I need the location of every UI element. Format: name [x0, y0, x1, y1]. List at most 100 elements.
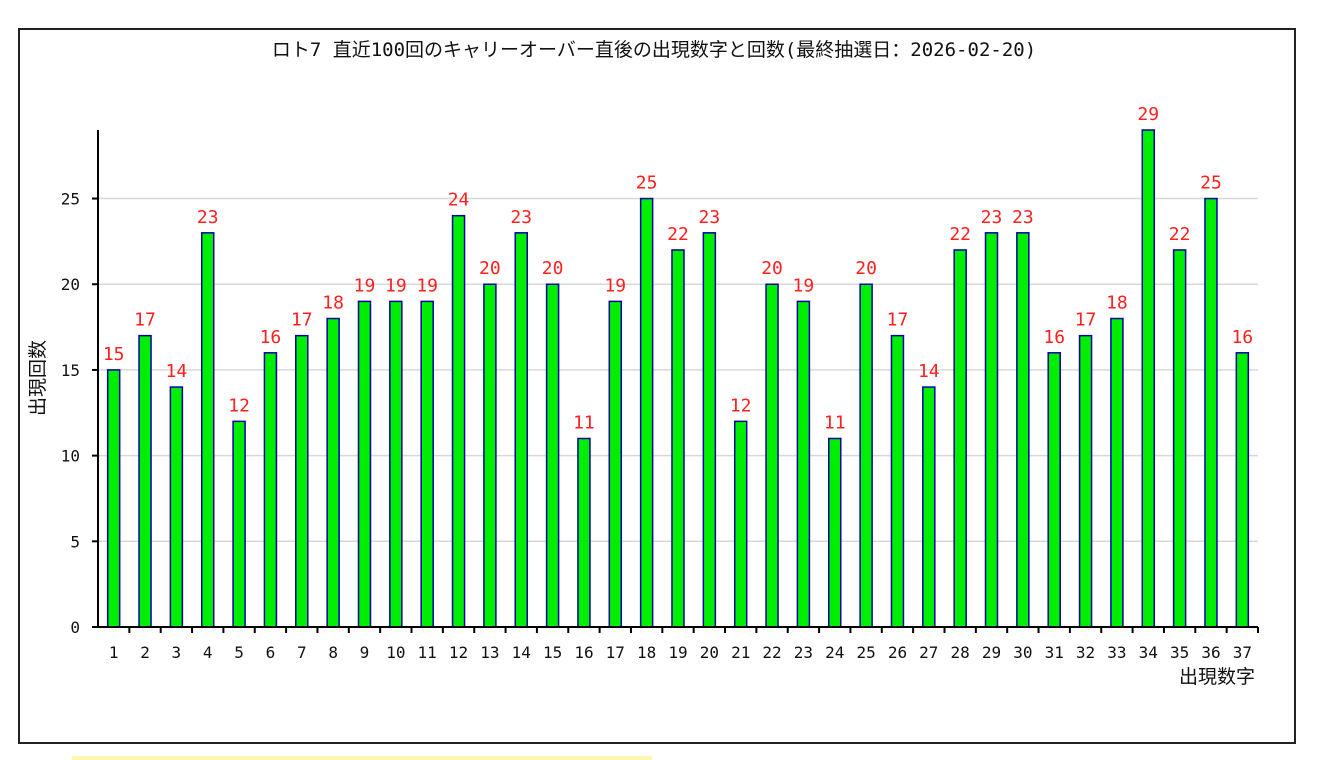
x-tick-label-32: 32: [1076, 643, 1095, 662]
x-tick-label-24: 24: [825, 643, 844, 662]
bar-29: [984, 232, 999, 628]
bar-32: [1078, 334, 1093, 628]
x-tick-label-18: 18: [637, 643, 656, 662]
bar-22: [765, 283, 779, 628]
bar-26: [890, 334, 905, 628]
bar-8: [326, 317, 340, 628]
x-tick-label-10: 10: [386, 643, 405, 662]
x-tick-label-11: 11: [418, 643, 437, 662]
bar-24: [828, 437, 842, 628]
x-tick-label-34: 34: [1139, 643, 1158, 662]
value-label-26: 17: [887, 310, 909, 331]
bar-10: [389, 300, 403, 628]
value-label-16: 11: [573, 412, 595, 433]
bar-5: [232, 420, 246, 628]
bar-20: [702, 232, 717, 628]
value-label-21: 12: [730, 395, 752, 416]
x-tick-label-17: 17: [606, 643, 625, 662]
x-tick-label-8: 8: [328, 643, 338, 662]
bar-17: [608, 300, 623, 628]
x-tick-label-3: 3: [172, 643, 182, 662]
x-tick-label-35: 35: [1170, 643, 1189, 662]
bar-4: [200, 232, 215, 628]
x-tick-label-15: 15: [543, 643, 562, 662]
x-tick-label-19: 19: [668, 643, 687, 662]
bar-36: [1204, 197, 1218, 628]
x-tick-label-16: 16: [574, 643, 593, 662]
value-label-10: 19: [385, 275, 407, 296]
bar-15: [545, 283, 560, 628]
value-label-30: 23: [1012, 207, 1034, 228]
bar-34: [1141, 129, 1156, 628]
y-tick-label: 5: [70, 532, 80, 551]
value-label-4: 23: [197, 207, 219, 228]
value-label-15: 20: [542, 258, 564, 279]
bar-30: [1016, 232, 1030, 628]
value-label-31: 16: [1043, 327, 1065, 348]
value-label-6: 16: [260, 327, 282, 348]
bar-23: [796, 300, 811, 628]
value-label-7: 17: [291, 310, 313, 331]
x-tick-label-14: 14: [512, 643, 531, 662]
bar-19: [671, 249, 685, 628]
value-label-20: 23: [699, 207, 721, 228]
x-tick-label-26: 26: [888, 643, 907, 662]
value-label-23: 19: [793, 275, 815, 296]
value-label-3: 14: [166, 361, 188, 382]
y-tick-label: 15: [61, 361, 80, 380]
x-axis-label: 出現数字: [1179, 666, 1255, 688]
bar-21: [733, 420, 748, 628]
bar-9: [357, 300, 372, 628]
x-tick-label-37: 37: [1233, 643, 1252, 662]
value-label-1: 15: [103, 344, 125, 365]
x-tick-label-31: 31: [1045, 643, 1064, 662]
value-label-17: 19: [604, 275, 626, 296]
value-label-12: 24: [448, 190, 470, 211]
value-label-32: 17: [1075, 310, 1097, 331]
value-label-18: 25: [636, 173, 658, 194]
value-label-5: 12: [228, 395, 250, 416]
x-tick-label-33: 33: [1107, 643, 1126, 662]
x-tick-label-21: 21: [731, 643, 750, 662]
bar-3: [169, 386, 184, 628]
bar-16: [577, 437, 591, 628]
x-tick-label-2: 2: [140, 643, 150, 662]
value-label-22: 20: [761, 258, 783, 279]
bars: 15 17 14 23 12 16 17 18 19 19 19 24 20 23 20 11 19 25 22 23…: [103, 104, 1253, 628]
bar-7: [295, 334, 309, 628]
x-tick-label-29: 29: [982, 643, 1001, 662]
x-tick-label-13: 13: [480, 643, 499, 662]
bar-12: [451, 214, 466, 628]
value-label-29: 23: [981, 207, 1003, 228]
value-label-34: 29: [1137, 104, 1159, 125]
y-tick-label: 25: [61, 190, 80, 209]
x-tick-label-12: 12: [449, 643, 468, 662]
x-tick-label-6: 6: [266, 643, 276, 662]
x-tick-label-4: 4: [203, 643, 213, 662]
value-label-24: 11: [824, 412, 846, 433]
x-tick-label-20: 20: [700, 643, 719, 662]
chart-title: ロト7 直近100回のキャリーオーバー直後の出現数字と回数(最終抽選日：2026…: [272, 39, 1036, 61]
bar-6: [263, 352, 278, 628]
value-label-35: 22: [1169, 224, 1191, 245]
value-label-14: 23: [510, 207, 532, 228]
bar-11: [420, 300, 434, 628]
bar-37: [1235, 352, 1250, 628]
bar-18: [639, 197, 654, 628]
bar-14: [514, 232, 528, 628]
bar-2: [138, 334, 152, 628]
x-tick-label-5: 5: [234, 643, 244, 662]
value-label-27: 14: [918, 361, 940, 382]
y-axis-label: 出現回数: [27, 340, 49, 416]
value-label-9: 19: [354, 275, 376, 296]
y-tick-label: 20: [61, 275, 80, 294]
value-label-37: 16: [1231, 327, 1253, 348]
value-label-8: 18: [322, 293, 344, 314]
value-label-19: 22: [667, 224, 689, 245]
x-tick-label-22: 22: [762, 643, 781, 662]
x-tick-label-27: 27: [919, 643, 938, 662]
bar-31: [1047, 352, 1061, 628]
value-label-36: 25: [1200, 173, 1222, 194]
value-label-25: 20: [855, 258, 877, 279]
